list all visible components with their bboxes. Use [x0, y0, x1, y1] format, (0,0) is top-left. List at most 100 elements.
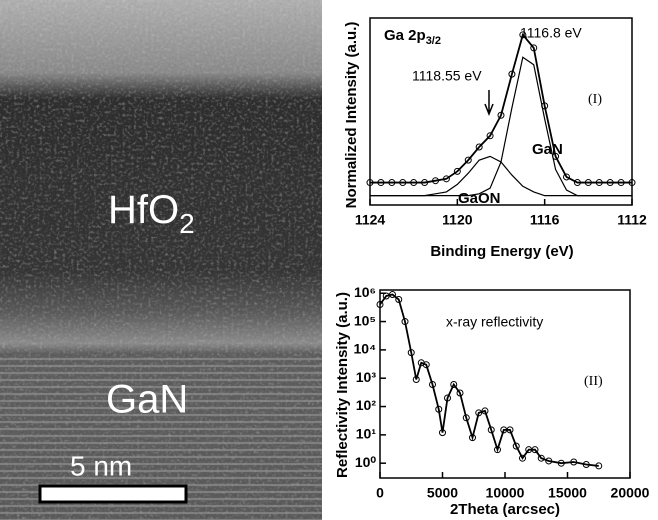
panel-label: (II) [584, 374, 603, 389]
data-point [508, 70, 516, 78]
x-tick-label: 20000 [611, 485, 650, 501]
data-point [582, 460, 590, 468]
y-tick-label: 10¹ [356, 426, 377, 442]
data-point [388, 179, 396, 187]
data-point [377, 179, 385, 187]
x-tick-label: 15000 [548, 485, 587, 501]
data-point [584, 179, 592, 187]
data-point [401, 318, 409, 326]
x-tick-label: 1120 [442, 212, 473, 228]
data-point [382, 292, 390, 300]
data-point [407, 349, 415, 357]
data-point [421, 179, 429, 187]
data-point [519, 454, 526, 462]
x-tick-label: 1112 [617, 212, 647, 228]
data-point [628, 179, 636, 187]
data-point [595, 179, 603, 187]
series-line [370, 155, 632, 197]
x-tick-label: 1116 [530, 212, 560, 228]
data-point [563, 173, 570, 181]
y-tick-label: 10³ [356, 369, 377, 385]
data-point [450, 380, 458, 388]
layer-label: HfO2 [108, 188, 195, 240]
layer-label: GaN [106, 378, 188, 422]
data-point [410, 179, 418, 187]
scale-bar [38, 484, 188, 504]
data-point [487, 426, 495, 434]
data-point [475, 409, 483, 417]
data-point [456, 389, 464, 397]
data-point [557, 459, 565, 467]
data-point [545, 457, 553, 465]
series-line [379, 293, 599, 467]
y-tick-label: 10⁵ [354, 312, 376, 328]
data-point [506, 426, 514, 434]
data-point [497, 111, 505, 119]
data-point [412, 376, 420, 384]
y-tick-label: 10⁴ [354, 341, 377, 357]
data-point [432, 177, 439, 185]
data-point [486, 132, 494, 140]
data-point [444, 394, 451, 402]
x-axis-label: 2Theta (arcsec) [450, 501, 560, 518]
data-point [573, 179, 581, 187]
data-point [519, 31, 527, 39]
data-point [464, 156, 472, 164]
series-line [370, 56, 632, 197]
annotation: x-ray reflectivity [446, 314, 543, 330]
data-point [537, 454, 545, 462]
data-point [422, 361, 430, 369]
layer-label-main: HfO [108, 188, 179, 232]
annotation: 1116.8 eV [520, 25, 582, 41]
data-point [429, 380, 436, 388]
data-point [376, 301, 384, 309]
data-point [494, 446, 501, 454]
y-axis-label: Reflectivity Intensity (a.u.) [334, 292, 351, 478]
plot-frame [369, 17, 633, 206]
micrograph: HfO2 GaN 5 nm [0, 0, 322, 520]
data-point [512, 442, 520, 450]
data-point [389, 291, 396, 299]
data-point [435, 405, 443, 413]
panel-title: Ga 2p3/2 [384, 27, 441, 47]
data-point [453, 167, 461, 175]
data-point [530, 44, 538, 52]
x-axis-label: Binding Energy (eV) [430, 243, 573, 260]
data-point [366, 179, 374, 187]
data-point [595, 462, 603, 470]
xps-panel: Ga 2p3/2 1116.8 eV 1118.55 eV (I) GaN Ga… [343, 17, 647, 260]
annotation: GaON [458, 190, 501, 207]
data-point [469, 434, 476, 442]
data-point [462, 414, 470, 422]
data-point [395, 296, 403, 304]
data-point [481, 407, 489, 415]
y-tick-label: 10⁶ [354, 284, 376, 300]
x-tick-label: 5000 [427, 485, 458, 501]
layer-label-sub: 2 [179, 208, 195, 239]
data-point [531, 446, 539, 454]
y-tick-label: 10⁰ [355, 454, 377, 470]
data-point [399, 179, 407, 187]
data-point [606, 179, 614, 187]
title-sub: 3/2 [426, 35, 441, 47]
data-point [442, 175, 450, 183]
data-point [475, 143, 483, 151]
x-tick-label: 1124 [355, 212, 386, 228]
data-point [617, 179, 625, 187]
annotation: 1118.55 eV [412, 68, 482, 84]
data-point [570, 458, 578, 466]
x-tick-label: 0 [376, 485, 384, 501]
xrr-panel: x-ray reflectivity (II) 2Theta (arcsec) … [334, 284, 650, 518]
series-line [370, 32, 632, 184]
y-tick-label: 10² [356, 397, 377, 413]
data-point [439, 429, 446, 437]
x-tick-label: 10000 [486, 485, 525, 501]
y-axis-label: Normalized Intensity (a.u.) [343, 22, 360, 209]
scale-bar-label: 5 nm [70, 450, 132, 481]
panel-label: (I) [588, 92, 602, 107]
title-main: Ga 2p [384, 27, 426, 44]
arrow [484, 90, 494, 117]
